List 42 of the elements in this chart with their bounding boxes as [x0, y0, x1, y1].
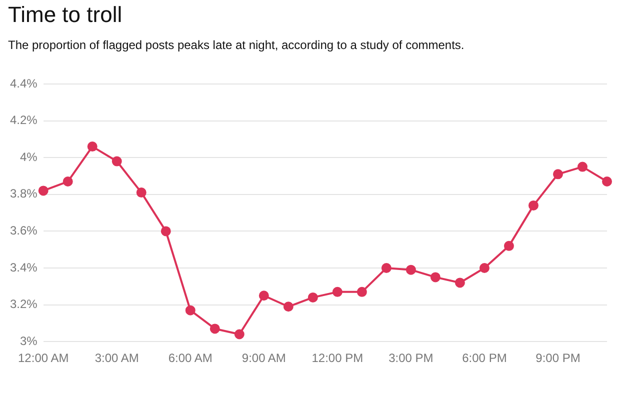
- point: [112, 156, 122, 166]
- x-tick-label: 6:00 AM: [168, 351, 212, 366]
- chart-title: Time to troll: [8, 2, 122, 28]
- point: [479, 263, 490, 273]
- point: [332, 286, 342, 297]
- x-tick-label: 3:00 AM: [94, 351, 139, 366]
- y-tick-label: 3.4%: [10, 260, 38, 274]
- y-tick-label: 4.4%: [10, 76, 38, 90]
- point: [258, 290, 269, 301]
- point: [454, 278, 465, 288]
- point: [185, 305, 196, 316]
- point: [528, 200, 538, 210]
- y-tick-label: 4%: [20, 150, 38, 164]
- point: [38, 186, 48, 196]
- x-tick-label: 6:00 PM: [462, 351, 507, 366]
- point: [136, 188, 146, 198]
- point: [602, 176, 612, 187]
- y-tick-label: 3%: [20, 334, 38, 348]
- x-tick-label: 12:00 AM: [18, 351, 69, 366]
- x-tick-label: 12:00 PM: [312, 351, 364, 366]
- y-tick-label: 3.8%: [10, 186, 38, 201]
- point: [430, 272, 440, 282]
- y-tick-label: 3.2%: [10, 297, 38, 312]
- point: [381, 263, 392, 273]
- point: [308, 292, 318, 302]
- point: [62, 176, 73, 187]
- point: [234, 329, 244, 340]
- y-tick-label: 4.2%: [10, 113, 38, 128]
- y-tick-label: 3.6%: [10, 224, 38, 238]
- point: [552, 169, 563, 180]
- point: [87, 142, 98, 152]
- x-tick-label: 3:00 PM: [388, 351, 434, 366]
- point: [160, 226, 171, 236]
- point: [577, 162, 588, 172]
- chart-subtitle: The proportion of flagged posts peaks late at night, according to a study of comments.: [8, 38, 464, 52]
- point: [356, 286, 367, 297]
- x-tick-label: 9:00 AM: [242, 351, 286, 366]
- point: [283, 302, 294, 312]
- point: [504, 240, 514, 251]
- x-tick-label: 9:00 PM: [536, 351, 580, 366]
- point: [210, 324, 220, 334]
- point: [406, 264, 416, 275]
